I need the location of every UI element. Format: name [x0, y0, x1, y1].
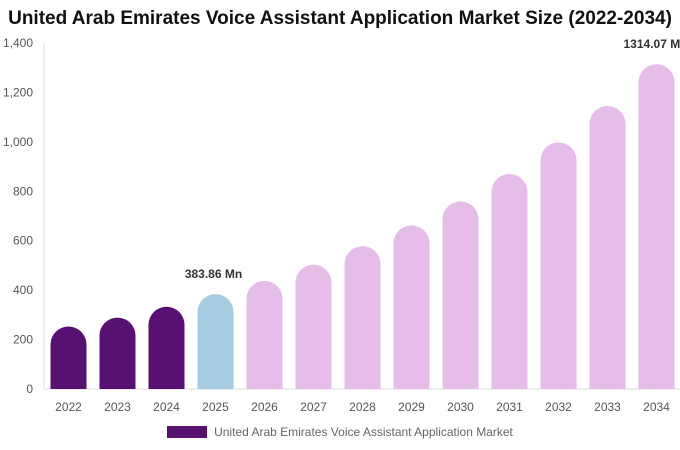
x-tick-label: 2029	[398, 400, 425, 414]
bar-2030	[442, 201, 479, 389]
bar-2034	[638, 64, 675, 389]
bar-2029	[393, 225, 430, 389]
x-tick-label: 2034	[643, 400, 670, 414]
chart-title: United Arab Emirates Voice Assistant App…	[8, 8, 672, 29]
x-tick-label: 2030	[447, 400, 474, 414]
data-label: 1314.07 Mn	[624, 37, 680, 51]
legend-swatch	[167, 426, 208, 438]
bar-chart: 0 200 400 600 800 1,000 1,200 1,400 2022 2023 2024…	[3, 36, 680, 414]
y-tick-label: 600	[13, 234, 33, 248]
bar-2032	[540, 142, 577, 389]
x-tick-label: 2022	[55, 400, 82, 414]
y-tick-label: 1,400	[3, 36, 33, 50]
x-tick-label: 2023	[104, 400, 131, 414]
x-tick-label: 2028	[349, 400, 376, 414]
y-tick-label: 200	[13, 333, 33, 347]
y-tick-label: 800	[13, 184, 33, 198]
legend: United Arab Emirates Voice Assistant App…	[0, 425, 680, 439]
y-tick-label: 400	[13, 283, 33, 297]
bar-2033	[589, 106, 626, 390]
x-tick-label: 2032	[545, 400, 572, 414]
bar-2024	[148, 306, 185, 389]
x-tick-label: 2024	[153, 400, 180, 414]
bar-2026	[246, 280, 283, 389]
bar-2031	[491, 173, 528, 389]
bar-2025	[197, 294, 234, 389]
x-tick-label: 2025	[202, 400, 229, 414]
x-tick-label: 2027	[300, 400, 327, 414]
y-tick-label: 1,000	[3, 135, 33, 149]
bar-2027	[295, 264, 332, 389]
legend-label: United Arab Emirates Voice Assistant App…	[214, 425, 513, 439]
y-tick-label: 1,200	[3, 85, 33, 99]
x-tick-label: 2026	[251, 400, 278, 414]
bar-2023	[99, 317, 136, 389]
x-tick-label: 2031	[496, 400, 523, 414]
data-label: 383.86 Mn	[185, 267, 242, 281]
bar-2028	[344, 246, 381, 389]
x-tick-label: 2033	[594, 400, 621, 414]
y-tick-label: 0	[26, 382, 33, 396]
bar-2022	[50, 326, 87, 389]
